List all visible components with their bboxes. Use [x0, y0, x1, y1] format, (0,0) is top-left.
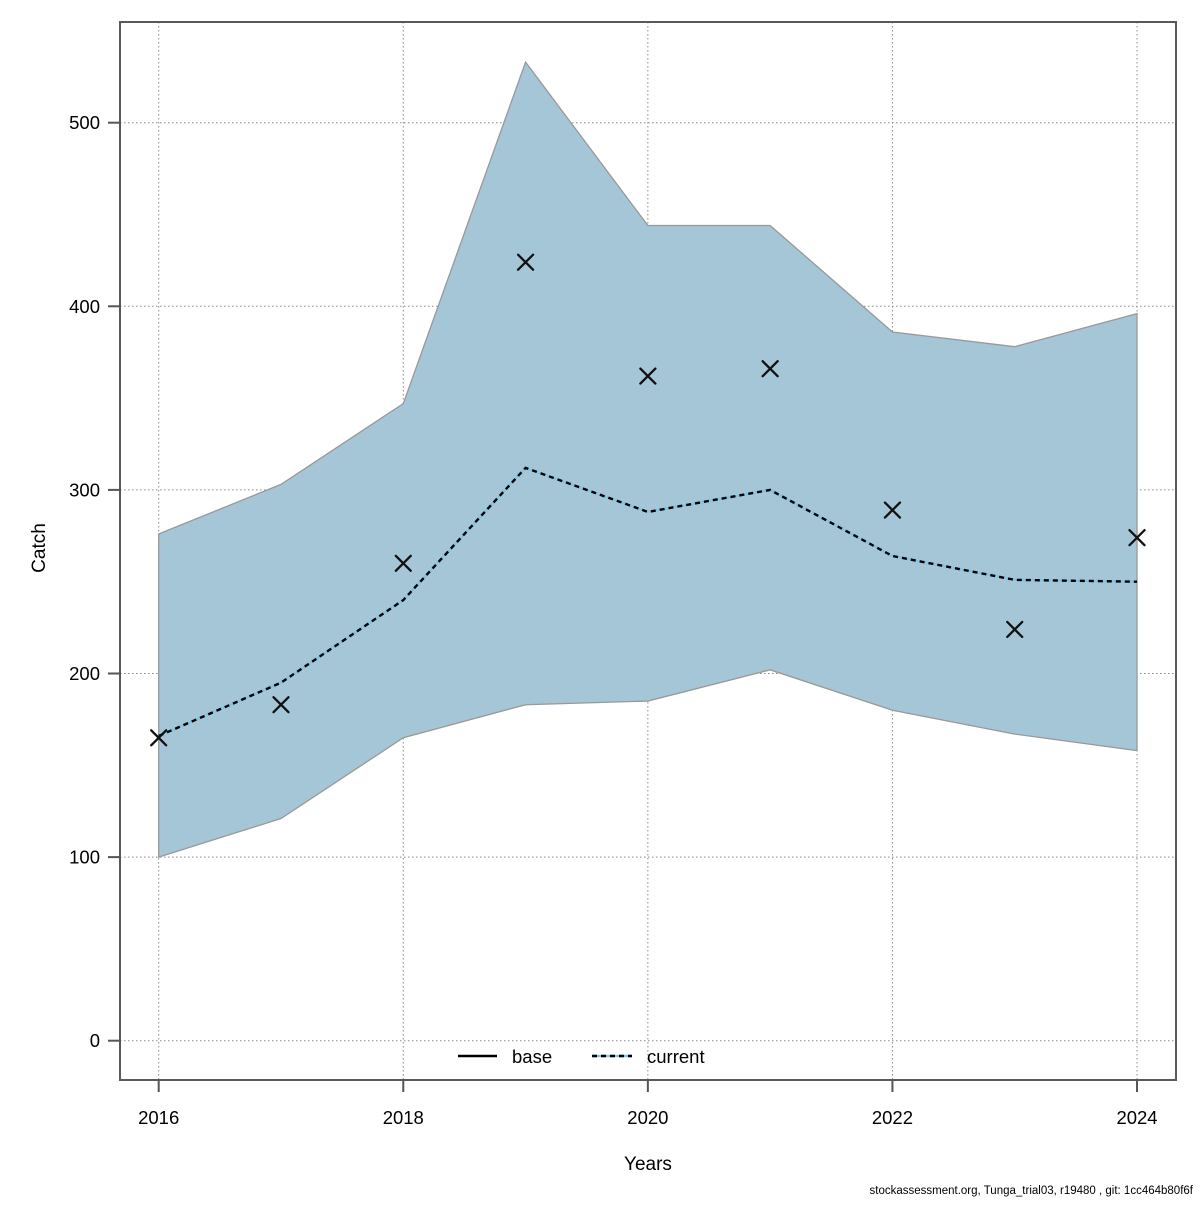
- observed-marker-x: [516, 253, 535, 271]
- x-marker-stroke: [394, 554, 412, 572]
- observed-marker-x: [1128, 528, 1146, 547]
- y-tick-label: 200: [69, 663, 100, 684]
- y-tick-label: 0: [90, 1030, 100, 1051]
- x-marker-stroke: [516, 253, 535, 271]
- x-marker-stroke: [150, 729, 168, 747]
- y-tick-label: 400: [69, 296, 100, 317]
- y-tick-label: 500: [69, 112, 100, 133]
- x-marker-stroke: [883, 501, 902, 519]
- x-marker-stroke: [761, 360, 779, 378]
- legend: base current: [458, 1046, 705, 1067]
- observed-markers: [150, 253, 1146, 747]
- x-tick-label: 2024: [1116, 1107, 1157, 1128]
- x-tick-label: 2022: [872, 1107, 913, 1128]
- observed-marker-x: [883, 501, 902, 519]
- legend-base-label: base: [512, 1046, 552, 1067]
- x-axis-title: Years: [624, 1154, 672, 1175]
- x-marker-stroke: [1128, 528, 1146, 547]
- observed-marker-x: [1006, 620, 1024, 639]
- observed-marker-x: [761, 360, 779, 378]
- x-tick-label: 2020: [627, 1107, 668, 1128]
- y-tick-label: 300: [69, 479, 100, 500]
- x-marker-stroke: [639, 367, 657, 385]
- observed-marker-x: [272, 696, 290, 714]
- x-marker-stroke: [272, 696, 290, 714]
- x-axis: 2016 2018 2020 2022 2024: [138, 1080, 1158, 1128]
- x-marker-stroke: [1006, 620, 1024, 639]
- y-tick-label: 100: [69, 847, 100, 868]
- current-line: [158, 466, 1138, 738]
- y-axis-title: Catch: [29, 523, 50, 573]
- x-tick-label: 2018: [383, 1107, 424, 1128]
- legend-current-label: current: [647, 1046, 705, 1067]
- footer-note: stockassessment.org, Tunga_trial03, r194…: [869, 1185, 1193, 1197]
- y-axis: 0 100 200 300 400 500: [69, 112, 120, 1051]
- observed-marker-x: [394, 554, 412, 572]
- observed-marker-x: [639, 367, 657, 385]
- confidence-band: [158, 60, 1138, 858]
- x-tick-label: 2016: [138, 1107, 179, 1128]
- observed-marker-x: [150, 729, 168, 747]
